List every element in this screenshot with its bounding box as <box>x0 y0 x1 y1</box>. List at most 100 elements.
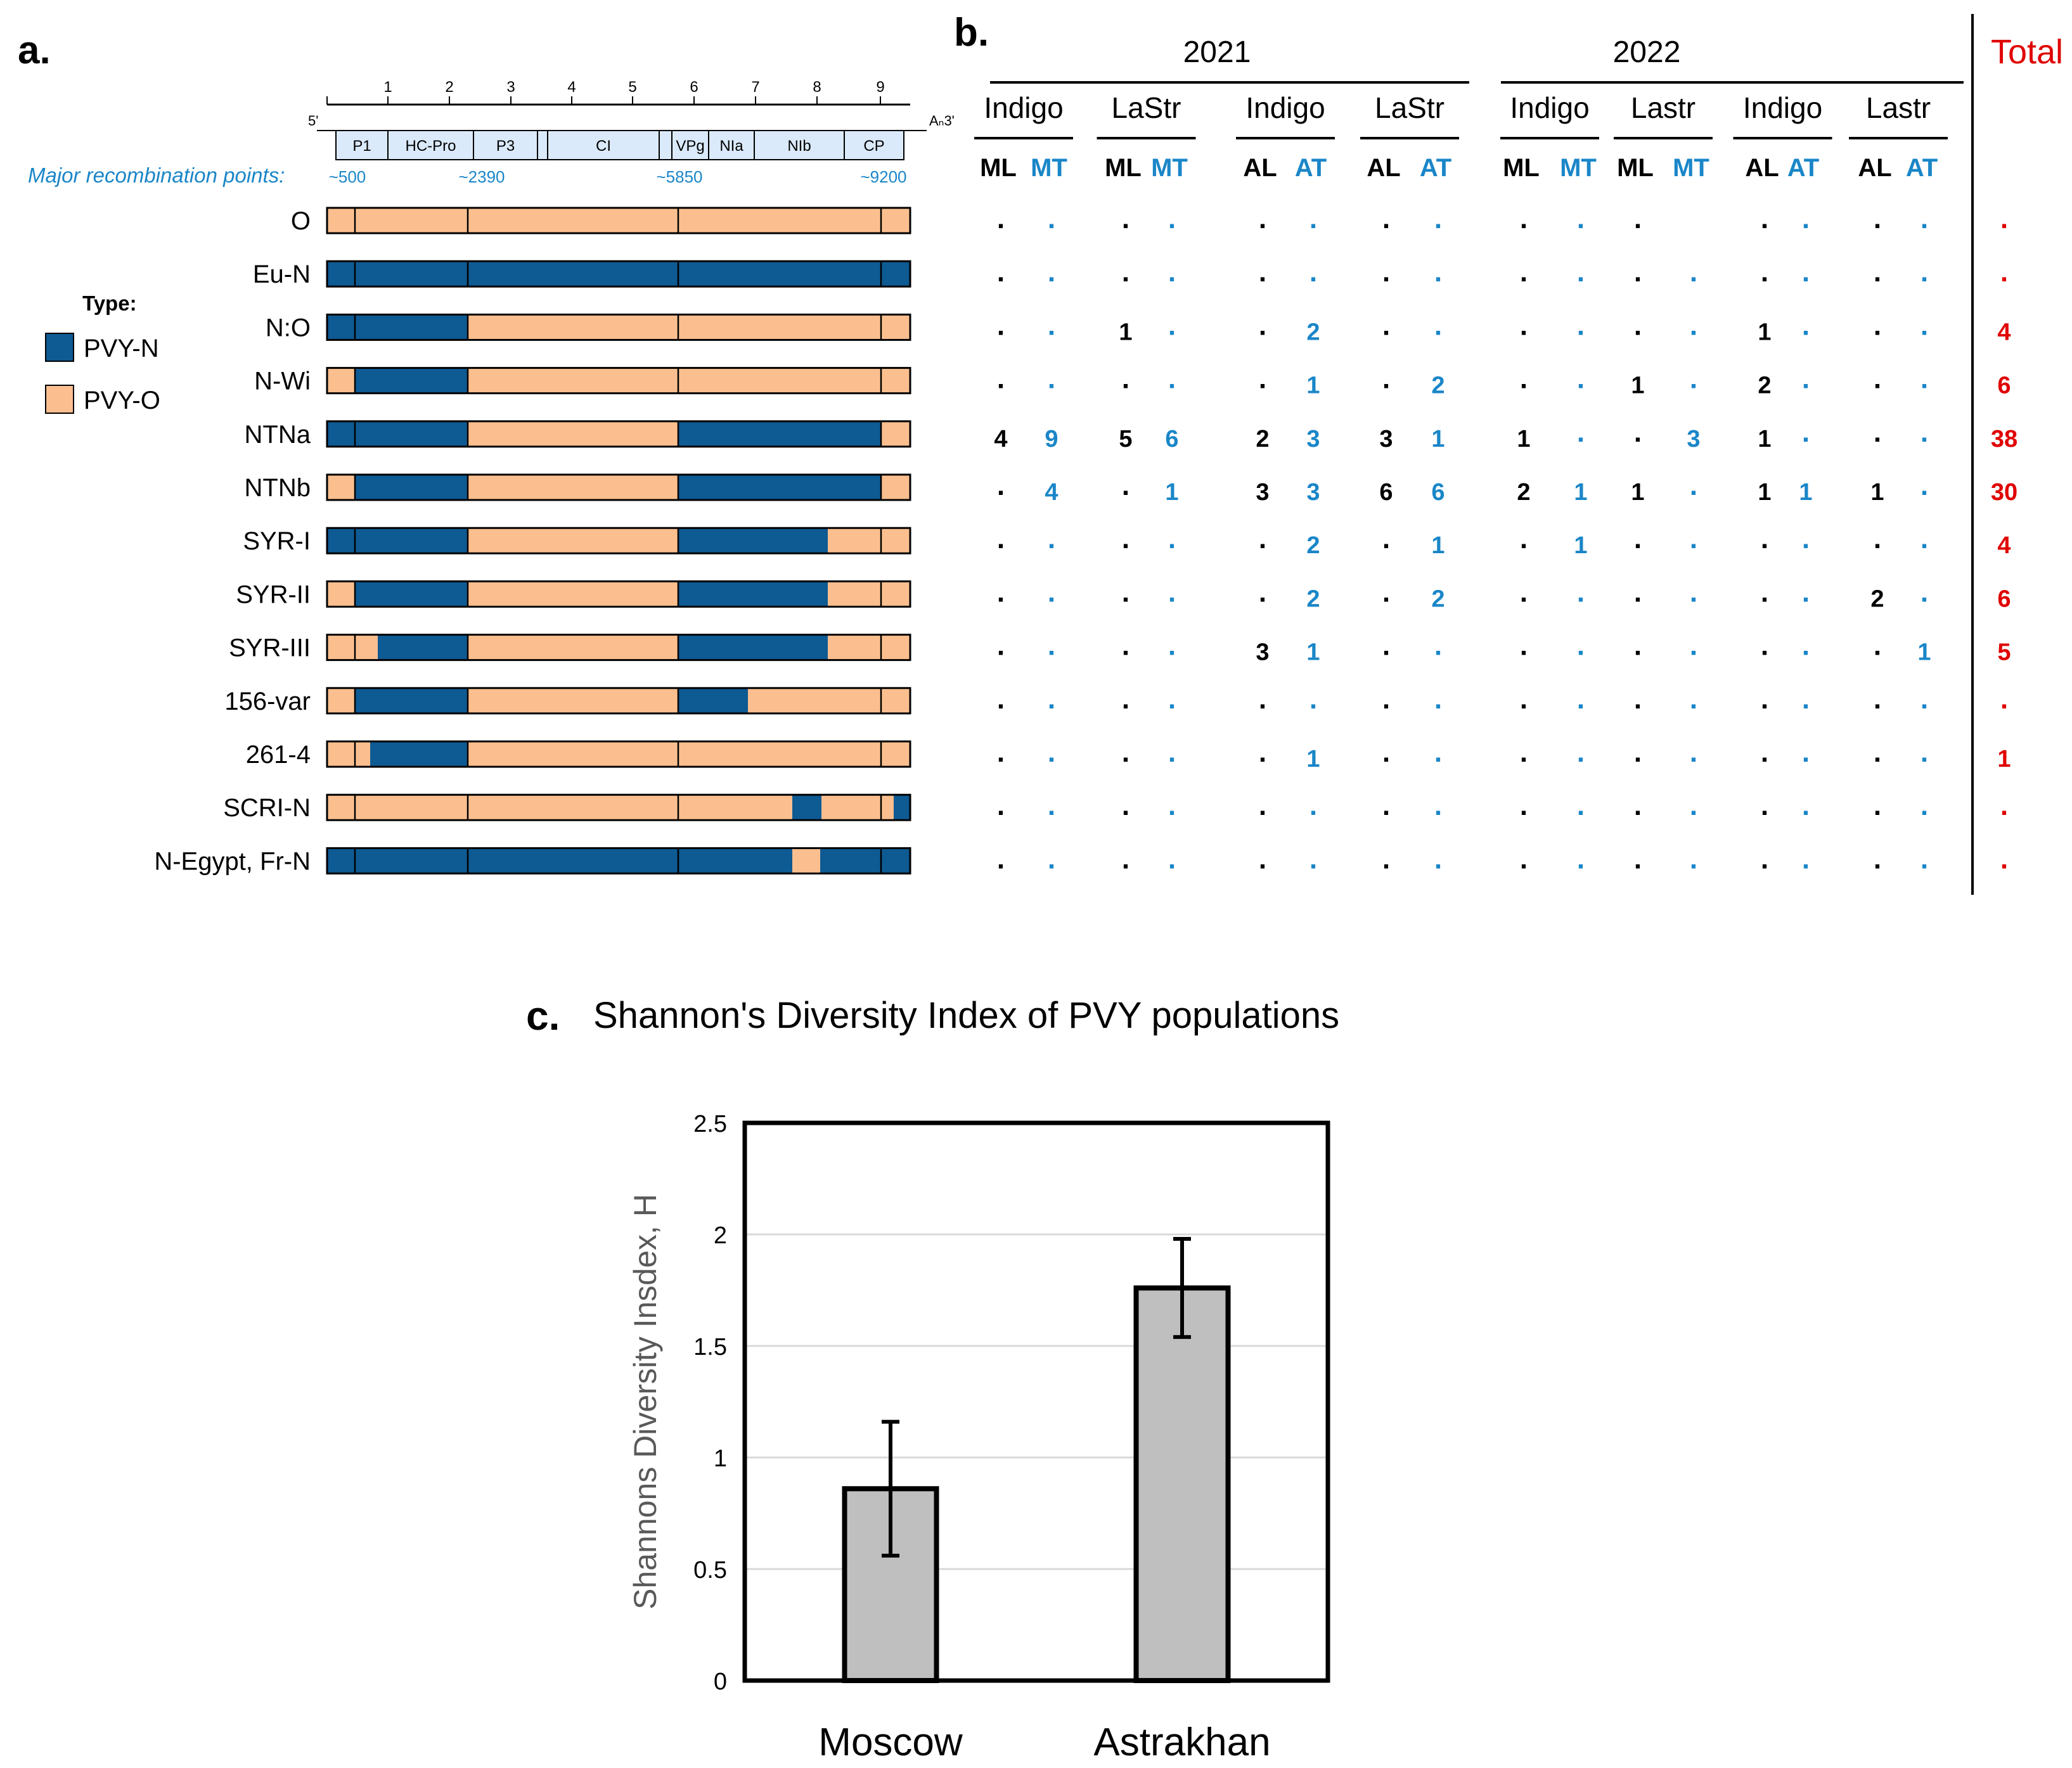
genome-segment <box>678 421 881 447</box>
y-tick-labels: 0 0.5 1 1.5 2 2.5 <box>693 1111 727 1695</box>
count-cell: . <box>1761 631 1768 662</box>
count-cell: . <box>997 737 1005 768</box>
five-prime-end: 5' <box>308 113 318 129</box>
total-cell: 38 <box>1991 426 2017 452</box>
strain-row: 156-var <box>224 687 911 715</box>
gene-map: P1 HC-Pro P3 CI VPg NIa NIb CP <box>317 130 927 160</box>
gene-box <box>671 130 709 160</box>
genome-bar-outline <box>326 527 911 554</box>
strain-name: SYR-II <box>236 580 311 608</box>
count-cell: . <box>1690 310 1697 341</box>
gene-box <box>387 130 474 160</box>
group-header: Lastr <box>1866 91 1931 124</box>
count-cell: . <box>1634 577 1642 608</box>
strain-rows: O Eu-N N:O N-Wi NTNa NTNb SYR-I SYR-II SYR-III 15… <box>154 207 911 875</box>
count-cell: . <box>1577 257 1585 288</box>
count-cell: . <box>1761 737 1768 768</box>
count-cell: 2 <box>1431 586 1445 612</box>
count-cell: 3 <box>1379 426 1393 452</box>
genome-segment <box>820 848 910 874</box>
count-cell: 2 <box>1306 319 1320 345</box>
genome-segment <box>355 368 468 394</box>
genome-segment <box>828 528 910 554</box>
genome-segment <box>828 634 910 660</box>
count-cell: 1 <box>1758 319 1771 345</box>
count-cell: 1 <box>1165 479 1178 506</box>
total-cell: 6 <box>1997 586 2011 612</box>
count-cell: . <box>1520 364 1528 395</box>
count-cell: . <box>1802 684 1810 715</box>
strain-row: Eu-N <box>253 260 911 288</box>
count-cell: . <box>1874 523 1881 554</box>
recombination-points: ~500 ~2390 ~5850 ~9200 <box>329 167 907 186</box>
legend-title: Type: <box>82 291 137 315</box>
panel-c-letter: c. <box>526 993 560 1039</box>
ruler-tick-label: 4 <box>567 79 576 96</box>
count-cell: . <box>1634 203 1642 234</box>
genome-segment <box>327 741 370 767</box>
count-cell: . <box>1309 684 1317 715</box>
group-header: LaStr <box>1375 91 1445 124</box>
legend-swatch-pvy-n <box>45 333 74 362</box>
count-cell: . <box>1048 257 1055 288</box>
ruler-ticks: 1 2 3 4 5 6 7 8 9 <box>326 79 885 105</box>
total-cell: . <box>2000 790 2008 821</box>
total-cell: 6 <box>1997 373 2011 399</box>
count-cell: . <box>1634 843 1642 874</box>
count-cell: 2 <box>1517 479 1530 506</box>
gene-label: CI <box>596 138 611 155</box>
strain-name: SYR-I <box>243 527 311 555</box>
strain-row: N-Egypt, Fr-N <box>154 847 911 875</box>
count-cell: . <box>1309 257 1317 288</box>
count-cell: . <box>997 631 1005 662</box>
count-cells: ................................... 1.. 2.… <box>994 203 2017 874</box>
count-cell: . <box>1048 737 1055 768</box>
y-tick-label: 0 <box>714 1669 727 1695</box>
count-cell: . <box>1761 577 1768 608</box>
genome-segment <box>327 314 468 340</box>
count-cell: . <box>1634 417 1642 448</box>
genome-bar-outline <box>326 634 911 662</box>
count-cell: . <box>1874 684 1881 715</box>
genome-segment <box>468 368 910 394</box>
count-cell: 1 <box>1631 373 1644 399</box>
count-cell: . <box>1874 364 1881 395</box>
count-cell: . <box>1434 631 1442 662</box>
genome-bar-outline <box>326 367 911 395</box>
count-cell: . <box>1434 790 1442 821</box>
count-cell: . <box>1761 790 1768 821</box>
strain-name: N-Egypt, Fr-N <box>154 847 311 875</box>
group-header: Indigo <box>1245 91 1325 124</box>
count-cell: 2 <box>1431 373 1445 399</box>
count-cell: . <box>1874 737 1881 768</box>
count-cell: . <box>1122 631 1129 662</box>
count-cell: 3 <box>1306 479 1320 506</box>
total-cell: 1 <box>1997 746 2011 772</box>
count-cell: . <box>1690 523 1697 554</box>
count-cell: . <box>1122 843 1129 874</box>
count-cell: . <box>1577 310 1585 341</box>
genome-segment <box>881 475 910 500</box>
chart-gridlines <box>745 1233 1328 1570</box>
count-cell: . <box>1802 737 1810 768</box>
genome-segment <box>678 634 828 660</box>
legend-label-pvy-o: PVY-O <box>84 387 160 414</box>
error-bar <box>1173 1237 1191 1339</box>
count-cell: . <box>1577 577 1585 608</box>
count-cell: . <box>1577 364 1585 395</box>
count-cell: . <box>1434 203 1442 234</box>
count-cell: . <box>1520 523 1528 554</box>
count-cell: 3 <box>1687 426 1700 452</box>
genome-bar-outline <box>326 687 911 715</box>
count-cell: . <box>1690 364 1697 395</box>
strain-name: NTNb <box>245 474 311 502</box>
genome-segment <box>327 528 468 554</box>
genome-segment <box>327 581 355 607</box>
total-cell: 30 <box>1991 479 2017 506</box>
count-cell: 2 <box>1306 532 1320 559</box>
count-cell: . <box>1921 737 1928 768</box>
count-cell: . <box>1802 577 1810 608</box>
count-cell: . <box>1382 790 1390 821</box>
